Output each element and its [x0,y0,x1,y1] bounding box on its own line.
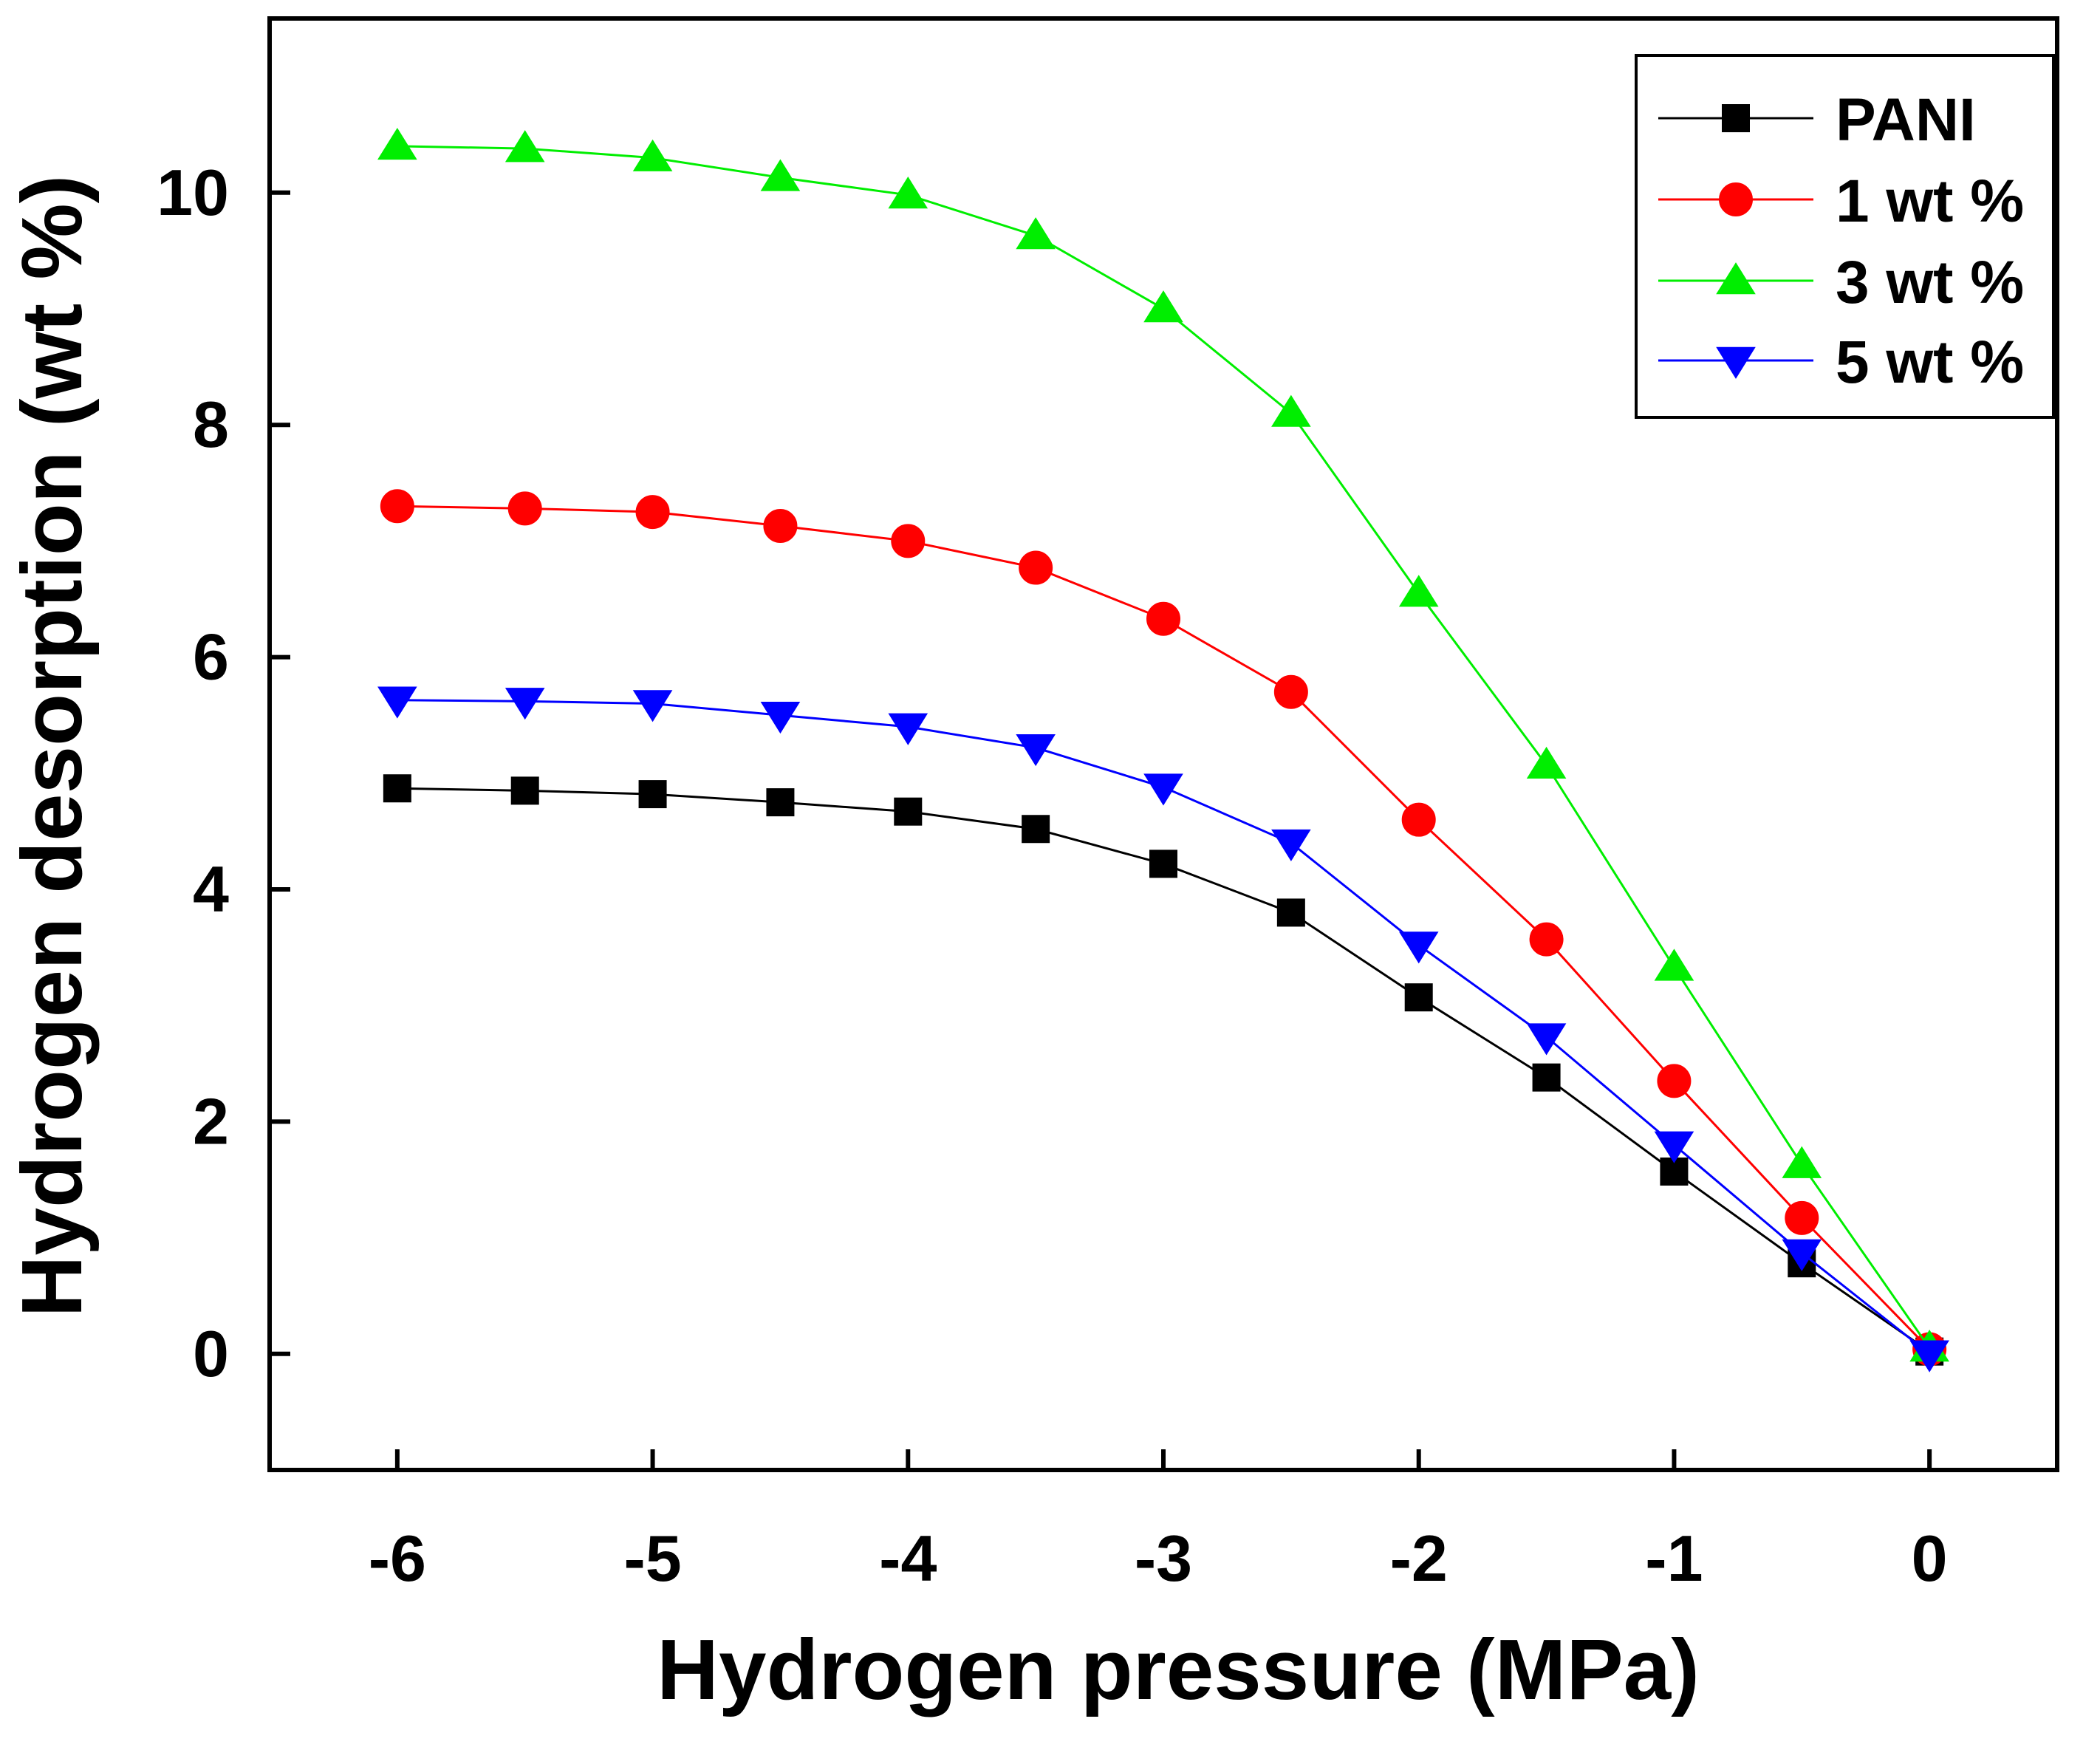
legend-label: PANI [1836,86,1976,154]
data-point [1143,773,1183,806]
x-axis-title: Hydrogen pressure (MPa) [657,1621,1700,1717]
series-3 [377,686,1949,1372]
data-point [1273,674,1308,709]
data-point [1022,815,1050,844]
data-point [1271,829,1311,862]
legend-item: 5 wt % [1658,329,2024,396]
legend-box [1635,54,2055,419]
data-point [507,491,542,526]
data-point [1785,1200,1819,1235]
data-point [632,139,673,171]
series-1 [380,489,1947,1367]
data-point [638,780,667,809]
x-axis-ticks: -6 -5 -4 -3 -2 -1 0 [369,1449,1948,1595]
data-point [1149,849,1177,878]
legend-marker [1719,182,1753,216]
legend-item: PANI [1658,86,1976,154]
series-2 [377,128,1949,1362]
legend-label: 3 wt % [1836,249,2024,316]
data-point [1398,931,1439,964]
data-point [760,159,801,191]
data-point [1019,550,1053,585]
y-tick-label: 4 [193,852,229,926]
data-point [1782,1146,1822,1178]
x-tick-label: -6 [369,1522,426,1595]
y-axis-ticks: 0 2 4 6 8 10 [157,156,290,1390]
data-point [1532,1063,1561,1092]
data-point [377,128,417,160]
data-point [763,508,798,543]
data-point [1016,217,1056,250]
data-point [1401,802,1436,837]
series-layer [377,128,1949,1372]
data-point [510,776,539,805]
data-point [1526,746,1567,779]
y-tick-label: 6 [193,620,229,694]
x-tick-label: -3 [1135,1522,1192,1595]
data-point [1909,1340,1949,1372]
y-tick-label: 0 [193,1317,229,1390]
legend-marker [1722,104,1750,132]
data-point [1143,290,1183,323]
data-point [760,701,801,734]
data-point [505,130,545,163]
data-point [1276,898,1305,927]
data-point [891,524,926,558]
data-point [1404,983,1433,1012]
legend-item: 1 wt % [1658,168,2024,235]
y-tick-label: 2 [193,1084,229,1158]
y-tick-label: 10 [157,156,229,229]
data-point [888,713,928,745]
data-point [505,688,545,720]
legend-label: 5 wt % [1836,329,2024,396]
data-point [1529,922,1564,957]
data-point [1271,394,1311,427]
y-tick-label: 8 [193,388,229,461]
legend-items: PANI 1 wt % 3 wt % 5 wt % [1658,86,2024,396]
y-axis-title: Hydrogen desorption (wt %) [4,175,100,1318]
data-point [1654,1131,1694,1163]
x-tick-label: 0 [1912,1522,1948,1595]
data-point [766,788,795,817]
x-tick-label: -5 [623,1522,681,1595]
x-tick-label: -2 [1390,1522,1448,1595]
data-point [380,489,414,524]
data-point [1526,1023,1567,1056]
data-point [1146,601,1180,636]
legend-marker [1716,346,1756,379]
legend: PANI 1 wt % 3 wt % 5 wt % [1635,54,2055,419]
legend-item: 3 wt % [1658,249,2024,316]
data-point [635,495,670,530]
data-point [888,177,928,209]
legend-label: 1 wt % [1836,168,2024,235]
data-point [1657,1064,1692,1098]
series-0 [383,774,1944,1366]
data-point [377,686,417,719]
legend-marker [1716,262,1756,295]
x-tick-label: -1 [1645,1522,1703,1595]
data-point [1398,575,1439,607]
data-point [1016,734,1056,767]
data-point [1654,948,1694,981]
data-point [1782,1239,1822,1271]
x-tick-label: -4 [879,1522,937,1595]
data-point [383,774,411,803]
data-point [632,690,673,722]
data-point [894,797,923,826]
